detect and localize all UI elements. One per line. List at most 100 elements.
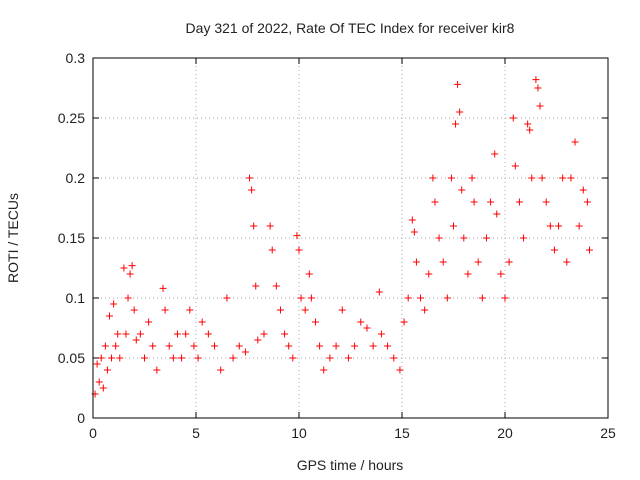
data-point xyxy=(112,342,120,350)
data-point xyxy=(450,222,457,230)
data-point xyxy=(241,348,249,356)
chart-title: Day 321 of 2022, Rate Of TEC Index for r… xyxy=(186,20,515,36)
data-point xyxy=(194,354,202,362)
data-point xyxy=(105,312,113,320)
data-point xyxy=(421,306,429,314)
data-point xyxy=(384,342,392,350)
data-point xyxy=(482,234,490,242)
data-point xyxy=(515,198,523,206)
data-point xyxy=(198,318,206,326)
data-point xyxy=(550,246,558,254)
data-point xyxy=(124,294,132,302)
data-point xyxy=(505,258,513,266)
data-point xyxy=(511,162,519,170)
data-point xyxy=(132,336,140,344)
y-tick-label: 0 xyxy=(77,410,85,426)
x-axis-label: GPS time / hours xyxy=(297,457,404,473)
data-point xyxy=(357,318,365,326)
data-point xyxy=(326,354,334,362)
data-point xyxy=(311,318,319,326)
data-point xyxy=(338,306,346,314)
data-point xyxy=(128,262,136,270)
data-point xyxy=(468,174,476,182)
data-point xyxy=(536,102,544,110)
data-point xyxy=(435,234,443,242)
data-point xyxy=(447,174,455,182)
data-point xyxy=(501,294,509,302)
data-point xyxy=(103,366,111,374)
data-point xyxy=(320,366,328,374)
data-point xyxy=(431,198,439,206)
data-point xyxy=(297,294,305,302)
data-point xyxy=(272,282,280,290)
data-point xyxy=(559,174,567,182)
data-point xyxy=(538,174,546,182)
data-point xyxy=(130,306,138,314)
data-point xyxy=(95,378,103,386)
data-point xyxy=(281,330,289,338)
x-tick-labels: 0 5 10 15 20 25 xyxy=(89,425,616,441)
data-point xyxy=(190,342,198,350)
data-point xyxy=(159,284,167,292)
data-point xyxy=(470,198,478,206)
data-point xyxy=(425,270,433,278)
data-point xyxy=(583,198,591,206)
data-point xyxy=(122,330,130,338)
data-point xyxy=(266,222,274,230)
data-point xyxy=(316,342,324,350)
data-point xyxy=(235,342,243,350)
x-tick-label: 20 xyxy=(497,425,513,441)
y-tick-label: 0.2 xyxy=(66,170,86,186)
data-point xyxy=(217,366,225,374)
y-tick-label: 0.15 xyxy=(58,230,85,246)
data-point xyxy=(528,174,536,182)
data-point xyxy=(458,186,466,194)
data-point xyxy=(276,306,284,314)
x-tick-label: 10 xyxy=(291,425,307,441)
data-point xyxy=(141,354,148,362)
axis-ticks xyxy=(92,57,609,419)
data-point xyxy=(375,288,383,296)
data-point xyxy=(248,186,256,194)
data-point xyxy=(178,354,186,362)
data-point xyxy=(377,330,385,338)
data-point xyxy=(429,174,437,182)
data-point xyxy=(456,108,464,116)
data-point xyxy=(211,342,219,350)
data-point xyxy=(412,258,420,266)
data-point xyxy=(136,330,144,338)
data-point xyxy=(169,354,177,362)
data-point xyxy=(165,342,173,350)
x-tick-label: 25 xyxy=(600,425,616,441)
data-point xyxy=(363,324,371,332)
data-point xyxy=(120,264,128,272)
data-point xyxy=(575,222,583,230)
data-point xyxy=(268,246,276,254)
data-point xyxy=(285,342,293,350)
data-point xyxy=(116,354,124,362)
data-point xyxy=(153,366,161,374)
data-point xyxy=(260,330,268,338)
data-point xyxy=(149,342,157,350)
data-point xyxy=(307,294,315,302)
data-point xyxy=(509,114,517,122)
data-point xyxy=(369,342,377,350)
x-tick-label: 5 xyxy=(192,425,200,441)
data-point xyxy=(493,210,501,218)
data-point xyxy=(254,336,262,344)
data-point xyxy=(532,76,540,84)
data-point xyxy=(204,330,212,338)
data-point xyxy=(464,270,472,278)
data-point xyxy=(293,232,301,240)
data-point xyxy=(145,318,153,326)
data-point xyxy=(563,258,571,266)
data-point xyxy=(579,186,587,194)
data-point xyxy=(555,222,563,230)
data-point xyxy=(186,306,194,314)
data-point xyxy=(534,84,542,92)
data-point xyxy=(101,342,109,350)
data-point xyxy=(520,234,528,242)
y-tick-label: 0.1 xyxy=(66,290,86,306)
data-point xyxy=(526,126,534,134)
data-point xyxy=(396,366,404,374)
